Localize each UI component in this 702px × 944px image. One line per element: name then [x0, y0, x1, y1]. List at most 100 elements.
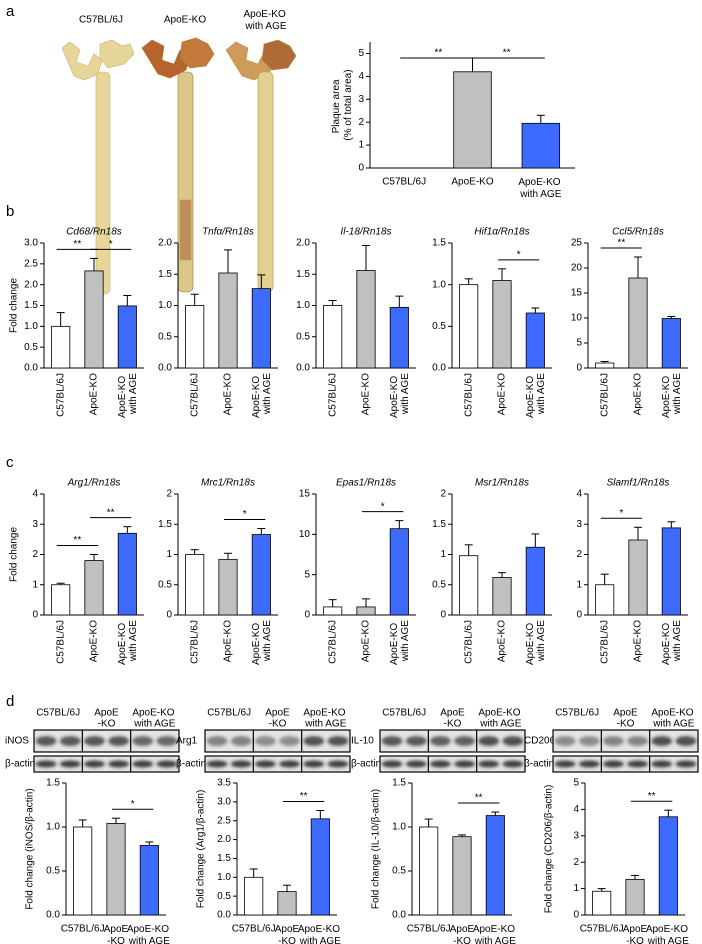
x-tick-label: ApoE-KO with AGE: [660, 373, 682, 418]
x-tick-label: ApoE-KO with AGE: [116, 373, 138, 418]
bar: [459, 284, 479, 369]
x-tick-label: ApoE-KO: [633, 620, 644, 662]
bar: [310, 818, 330, 916]
blot-lane-label: ApoE-KO with AGE: [651, 707, 696, 729]
y-tick-label: 2: [166, 489, 172, 500]
bar: [185, 305, 205, 369]
y-tick-label: 1: [576, 579, 582, 590]
blot-label: iNOS: [5, 736, 29, 747]
y-tick-label: 0.0: [392, 910, 406, 921]
x-tick-label: ApoE-KO with AGE: [524, 620, 546, 665]
y-tick-label: 1.0: [392, 822, 406, 833]
x-tick-label: ApoE-KO: [89, 620, 100, 662]
bar: [84, 560, 104, 616]
y-tick-label: 0.5: [392, 866, 406, 877]
blot-band: [627, 736, 648, 746]
y-tick-label: 3: [573, 830, 579, 841]
bar: [525, 546, 545, 616]
blot-frame: [552, 729, 699, 753]
y-axis-label: Fold change: [9, 278, 20, 333]
y-tick-label: 0: [440, 610, 446, 621]
blot-band: [454, 760, 475, 768]
blot-band: [603, 736, 624, 746]
chart-title: Ccl5/Rn18s: [612, 227, 664, 238]
blot-lane-label: C57BL/6J: [382, 708, 426, 719]
blot-band: [303, 736, 325, 746]
x-tick-label: ApoE-KO with AGE: [473, 924, 518, 944]
y-tick-label: 1: [166, 549, 172, 560]
x-tick-label: ApoE-KO with AGE: [388, 620, 410, 665]
x-tick-label: ApoE-KO: [223, 373, 234, 415]
x-tick-label: C57BL/6J: [382, 177, 426, 188]
significance-label: *: [517, 249, 521, 260]
blot-band: [84, 760, 105, 768]
blot-band: [255, 736, 276, 746]
chart-title: Mrc1/Rn18s: [201, 478, 255, 489]
blot-band: [502, 736, 524, 746]
y-tick-label: 1.0: [217, 872, 231, 883]
chart-title: Arg1/Rn18s: [67, 478, 121, 489]
y-tick-label: 1.5: [24, 300, 38, 311]
y-tick-label: 0.5: [217, 891, 231, 902]
y-axis-label: Fold change (Arg1/β-actin): [196, 790, 207, 909]
x-tick-label: ApoE-KO: [361, 620, 372, 662]
blot-frame: [204, 729, 351, 753]
y-tick-label: 0.0: [296, 363, 310, 374]
blot-band: [35, 736, 57, 746]
bar: [218, 558, 238, 616]
bar: [117, 305, 137, 369]
blot-band: [381, 736, 403, 746]
y-axis-label: Fold change (iNOS/β-actin): [25, 788, 36, 909]
aorta-photos: [61, 37, 297, 295]
significance-label: **: [617, 238, 625, 249]
bar: [277, 891, 297, 916]
bar: [251, 534, 271, 616]
y-axis-label: Plaque area (% of total area): [331, 69, 354, 140]
y-tick-label: 0.0: [46, 910, 60, 921]
chart-title: Hif1α/Rn18s: [474, 227, 529, 238]
bar: [84, 270, 104, 369]
blot-label: β-actin: [5, 759, 35, 770]
blot-label: β-actin: [176, 759, 206, 770]
x-tick-label: C57BL/6J: [55, 620, 66, 664]
y-tick-label: 0.0: [24, 363, 38, 374]
y-tick-label: 5: [358, 48, 364, 59]
y-tick-label: 0.5: [46, 866, 60, 877]
blot-band: [279, 736, 300, 746]
significance-label: **: [648, 791, 656, 802]
y-axis-label: Fold change (CD206/β-actin): [544, 785, 555, 914]
x-tick-label: ApoE-KO with AGE: [646, 924, 691, 944]
bar: [521, 122, 561, 169]
y-tick-label: 0: [573, 910, 579, 921]
y-tick-label: 1: [358, 140, 364, 151]
bar: [356, 270, 376, 369]
blot-band: [255, 760, 276, 768]
blot-band: [303, 760, 325, 768]
y-tick-label: 2.0: [217, 834, 231, 845]
blot-lane-label: ApoE -KO: [94, 707, 119, 729]
blot-lane-label: ApoE -KO: [265, 707, 290, 729]
bar: [73, 826, 93, 916]
blot-band: [132, 736, 154, 746]
x-tick-label: ApoE-KO with AGE: [298, 924, 343, 944]
blot-label: β-actin: [524, 759, 554, 770]
panel-label: d: [6, 693, 14, 710]
blot-band: [132, 760, 154, 768]
y-tick-label: 0.5: [24, 342, 38, 353]
x-tick-label: C57BL/6J: [189, 373, 200, 417]
significance-label: **: [73, 239, 81, 250]
y-tick-label: 5: [576, 338, 582, 349]
x-tick-label: ApoE-KO: [497, 373, 508, 415]
x-tick-label: ApoE-KO with AGE: [116, 620, 138, 665]
bar: [244, 876, 264, 916]
y-tick-label: 1.0: [46, 822, 60, 833]
x-tick-label: C57BL/6J: [599, 373, 610, 417]
y-tick-label: 2.5: [217, 815, 231, 826]
y-tick-label: 15: [299, 489, 311, 500]
blot-band: [430, 736, 451, 746]
blot-lane-label: ApoE-KO with AGE: [303, 707, 348, 729]
bar: [492, 280, 512, 369]
chart-title: Cd68/Rn18s: [66, 227, 122, 238]
blot-band: [405, 760, 427, 768]
